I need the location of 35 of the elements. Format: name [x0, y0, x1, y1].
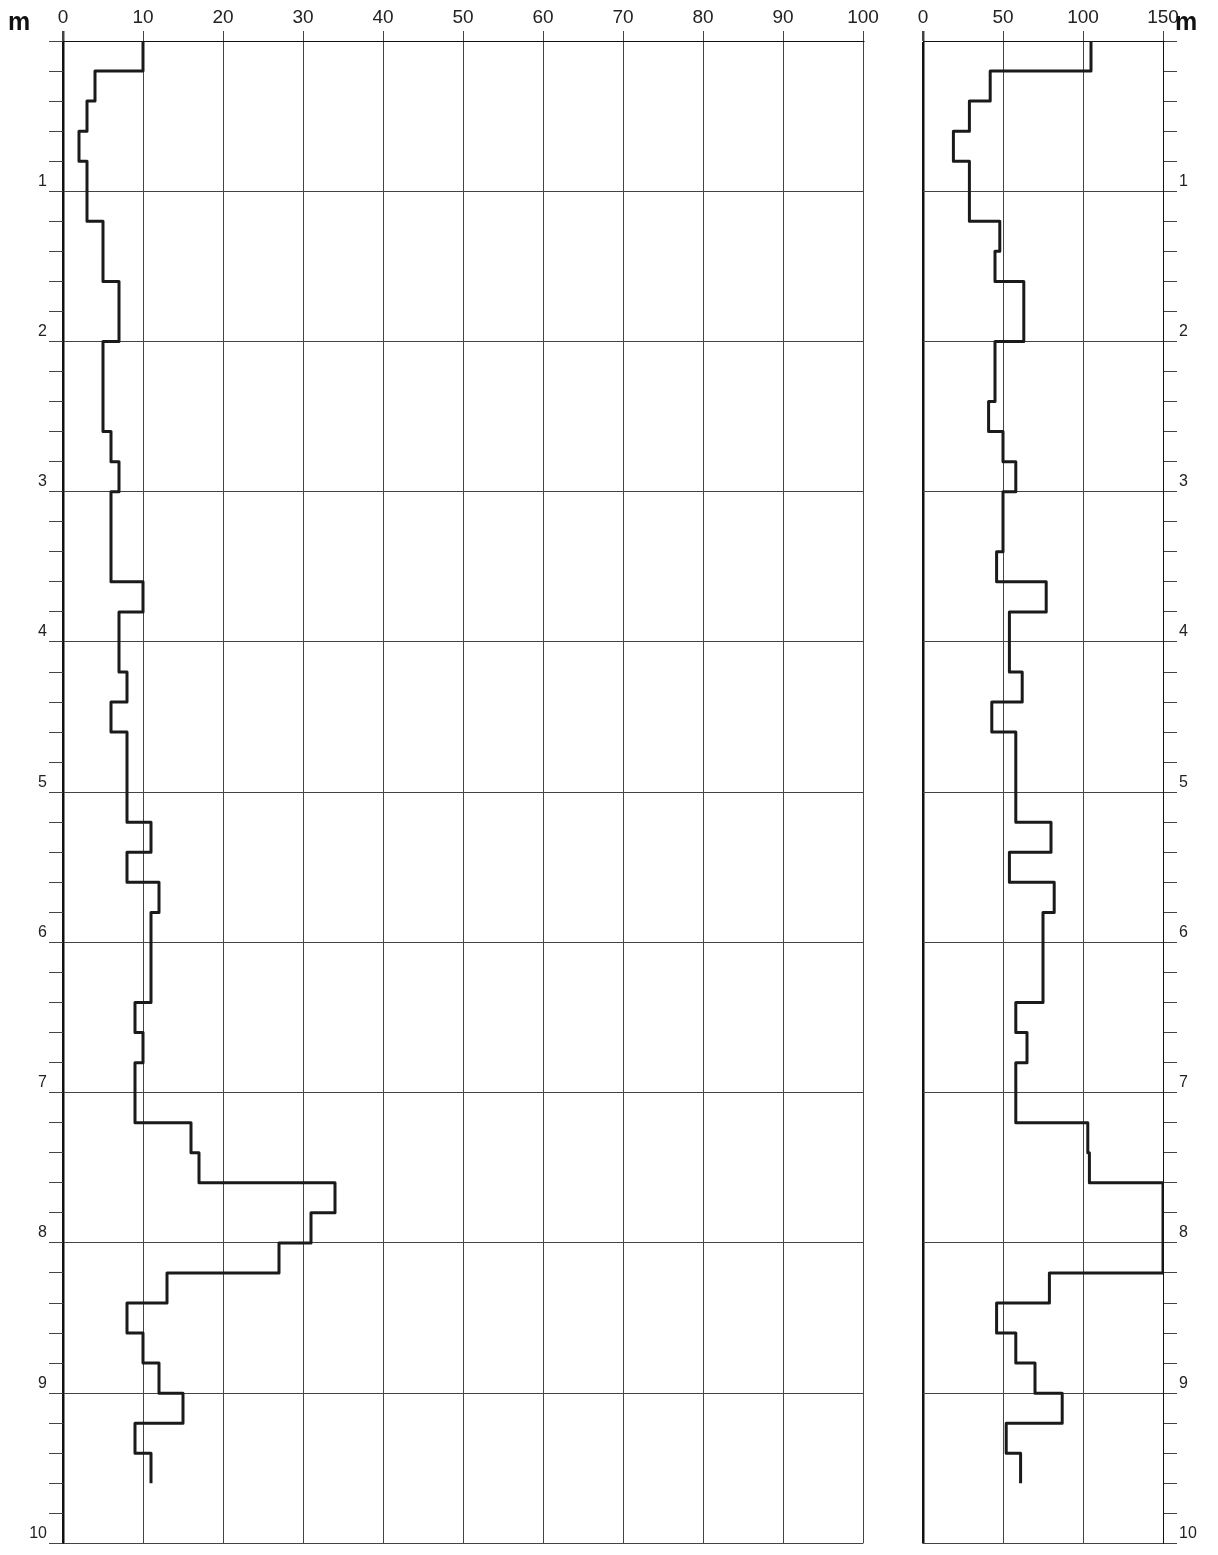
- y-tick-label: 3: [1179, 472, 1188, 490]
- y-tick-label: 4: [38, 622, 48, 640]
- y-tick-label: 10: [1179, 1523, 1197, 1541]
- x-tick-label: 60: [532, 5, 554, 27]
- x-tick-label: 50: [452, 5, 474, 27]
- y-tick-label: 3: [38, 472, 48, 490]
- y-tick-label: 7: [38, 1073, 48, 1091]
- x-tick-label: 40: [372, 5, 394, 27]
- y-tick-label: 5: [1179, 772, 1188, 790]
- y-tick-label: 1: [1179, 171, 1188, 189]
- y-tick-label: 1: [38, 171, 48, 189]
- x-tick-label: 0: [917, 5, 929, 27]
- y-tick-label: 6: [38, 922, 48, 940]
- y-tick-label: 5: [38, 772, 48, 790]
- x-tick-label: 80: [692, 5, 714, 27]
- y-tick-label: 2: [1179, 321, 1188, 339]
- y-tick-label: 9: [1179, 1373, 1188, 1391]
- y-tick-label: 9: [38, 1373, 48, 1391]
- x-tick-label: 100: [1067, 5, 1099, 27]
- y-tick-label: 2: [38, 321, 48, 339]
- x-tick-label: 50: [992, 5, 1014, 27]
- x-tick-label: 100: [847, 5, 879, 27]
- x-tick-label: 0: [57, 5, 69, 27]
- x-tick-label: 90: [772, 5, 794, 27]
- x-tick-label: 30: [292, 5, 314, 27]
- y-tick-label: 7: [1179, 1073, 1188, 1091]
- x-tick-label: 70: [612, 5, 634, 27]
- y-tick-label: 8: [1179, 1223, 1188, 1241]
- x-tick-label: 20: [212, 5, 234, 27]
- y-tick-label: 4: [1179, 622, 1188, 640]
- y-axis-title: m: [8, 7, 31, 35]
- x-tick-label: 10: [132, 5, 154, 27]
- y-tick-label: 10: [29, 1523, 48, 1541]
- y-tick-label: 8: [38, 1223, 48, 1241]
- y-tick-label: 6: [1179, 922, 1188, 940]
